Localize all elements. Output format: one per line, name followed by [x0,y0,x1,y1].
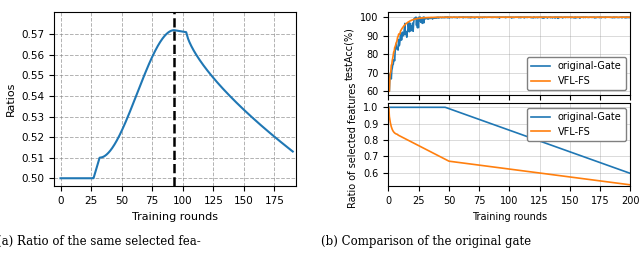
original-Gate [516,16,524,19]
X-axis label: Training rounds: Training rounds [132,212,218,222]
VFL-FS [499,167,507,170]
original-Gate [501,16,509,19]
VFL-FS [385,106,392,109]
original-Gate [627,16,634,19]
VFL-FS [529,170,536,174]
original-Gate [499,126,507,130]
Y-axis label: Ratios: Ratios [6,82,16,116]
VFL-FS [583,16,591,19]
VFL-FS [583,178,591,181]
original-Gate [385,90,392,93]
Legend: original-Gate, VFL-FS: original-Gate, VFL-FS [527,108,625,141]
VFL-FS [515,169,523,172]
original-Gate [412,16,420,19]
Legend: original-Gate, VFL-FS: original-Gate, VFL-FS [527,57,625,90]
VFL-FS [501,167,509,170]
VFL-FS [621,183,628,186]
original-Gate [385,106,392,109]
VFL-FS [627,183,634,186]
Line: original-Gate: original-Gate [388,17,630,91]
original-Gate [627,172,634,175]
Y-axis label: testAcc(%): testAcc(%) [345,27,355,80]
X-axis label: Training rounds: Training rounds [472,212,547,222]
original-Gate [584,16,591,19]
Y-axis label: Ratio of selected features: Ratio of selected features [348,82,358,207]
original-Gate [621,16,629,19]
Text: (b) Comparison of the original gate: (b) Comparison of the original gate [321,235,531,248]
VFL-FS [627,16,634,19]
Line: original-Gate: original-Gate [388,107,630,174]
VFL-FS [499,16,507,19]
VFL-FS [621,16,628,19]
original-Gate [529,137,536,140]
original-Gate [500,16,508,19]
Line: VFL-FS: VFL-FS [388,17,630,91]
original-Gate [583,156,591,159]
VFL-FS [501,16,509,19]
original-Gate [529,16,537,19]
VFL-FS [385,90,392,93]
Text: (a) Ratio of the same selected fea-: (a) Ratio of the same selected fea- [0,235,201,248]
original-Gate [621,170,628,173]
original-Gate [515,132,523,135]
Line: VFL-FS: VFL-FS [388,107,630,185]
VFL-FS [515,16,523,19]
VFL-FS [625,16,633,19]
VFL-FS [529,16,536,19]
original-Gate [501,127,509,130]
